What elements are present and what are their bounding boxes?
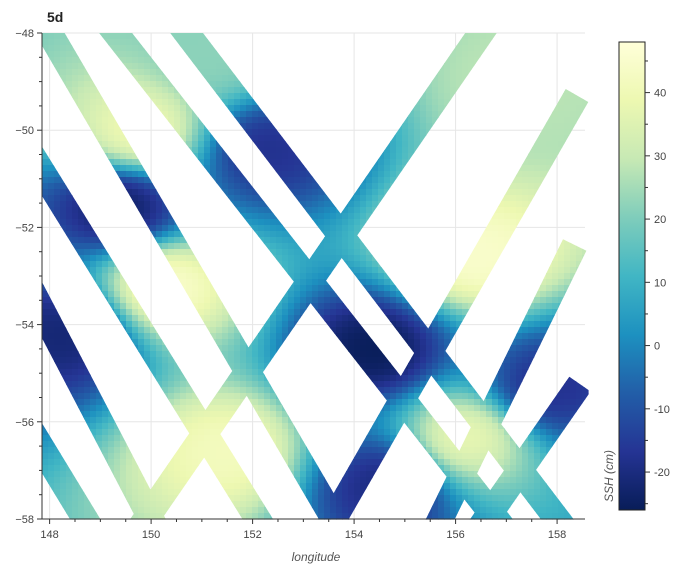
x-tick-label: 156 bbox=[446, 529, 464, 541]
y-tick-label: −50 bbox=[15, 125, 34, 137]
x-tick-label: 158 bbox=[548, 529, 566, 541]
colorbar-tick-label: 0 bbox=[654, 341, 660, 353]
colorbar-tick-label: 20 bbox=[654, 214, 666, 226]
colorbar-tick-label: 10 bbox=[654, 277, 666, 289]
colorbar-title: SSH (cm) bbox=[602, 450, 616, 502]
x-tick-label: 154 bbox=[345, 529, 363, 541]
y-tick-label: −56 bbox=[15, 417, 34, 429]
colorbar: SSH (cm) 40 30 20 10 0 -10 -20 bbox=[602, 41, 670, 511]
x-tick-label: 152 bbox=[243, 529, 261, 541]
y-tick-label: −58 bbox=[15, 514, 34, 526]
colorbar-tick-label: 40 bbox=[654, 88, 666, 100]
colorbar-tick-label: 30 bbox=[654, 151, 666, 163]
y-tick-label: −48 bbox=[15, 28, 34, 40]
axes: 148 150 152 154 156 158 −48 −50 −52 −54 −56 −58 bbox=[15, 28, 585, 541]
colorbar-tick-label: -20 bbox=[654, 467, 670, 479]
chart-title: 5d bbox=[47, 9, 63, 25]
x-axis-title: longitude bbox=[292, 550, 341, 564]
x-tick-label: 150 bbox=[142, 529, 160, 541]
y-tick-label: −54 bbox=[15, 320, 34, 332]
y-tick-label: −52 bbox=[15, 222, 34, 234]
colorbar-tick-label: -10 bbox=[654, 404, 670, 416]
x-tick-label: 148 bbox=[40, 529, 58, 541]
colorbar-ramp bbox=[618, 41, 646, 511]
